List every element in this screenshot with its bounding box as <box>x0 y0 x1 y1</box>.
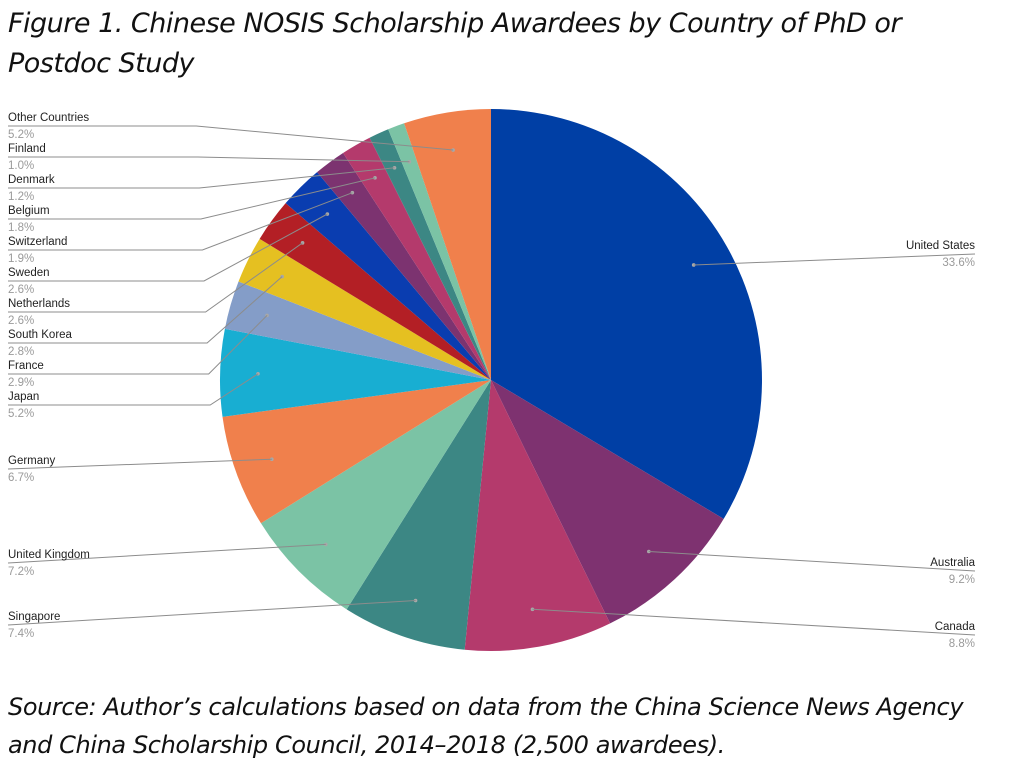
value-germany: 6.7% <box>8 472 34 484</box>
value-south-korea: 2.8% <box>8 346 34 358</box>
leader-lines <box>7 125 976 636</box>
slice-switzerland <box>317 152 491 380</box>
label-united-states: United States <box>906 240 975 252</box>
label-other-countries: Other Countries <box>8 112 89 124</box>
label-finland: Finland <box>8 143 46 155</box>
pie-slices <box>219 109 762 652</box>
value-japan: 5.2% <box>8 408 34 420</box>
leader-line-other-countries <box>8 125 454 151</box>
slice-germany <box>222 380 491 524</box>
leader-line-south-korea <box>8 276 283 344</box>
leader-line-denmark <box>8 167 395 189</box>
value-canada: 8.8% <box>949 638 975 650</box>
leader-line-canada <box>532 608 976 636</box>
leader-dot-other-countries <box>451 148 455 152</box>
label-canada: Canada <box>935 621 976 633</box>
chart-source-note: Source: Author’s calculations based on d… <box>8 693 964 759</box>
slice-singapore <box>346 380 491 650</box>
slice-other-countries <box>404 109 491 380</box>
leader-line-germany <box>7 458 272 470</box>
leader-line-australia <box>648 551 976 572</box>
slice-finland <box>388 123 491 380</box>
leader-line-singapore <box>7 600 416 626</box>
label-australia: Australia <box>930 557 975 569</box>
slice-denmark <box>369 129 491 380</box>
leader-line-sweden <box>8 213 328 282</box>
slice-labels: United States 33.6% Australia 9.2% Canada 8.8… <box>8 112 976 650</box>
slice-united-kingdom <box>260 380 491 610</box>
value-switzerland: 1.9% <box>8 253 34 265</box>
leader-dot-canada <box>530 607 535 612</box>
label-france: France <box>8 360 44 372</box>
value-belgium: 1.8% <box>8 222 34 234</box>
leader-line-finland <box>8 156 410 163</box>
label-japan: Japan <box>8 391 39 403</box>
value-sweden: 2.6% <box>8 284 34 296</box>
label-sweden: Sweden <box>8 267 50 279</box>
label-switzerland: Switzerland <box>8 236 67 248</box>
leader-line-switzerland <box>8 192 353 251</box>
value-finland: 1.0% <box>8 160 34 172</box>
value-netherlands: 2.6% <box>8 315 34 327</box>
leader-dot-belgium <box>373 176 377 180</box>
value-australia: 9.2% <box>949 574 975 586</box>
slice-united-states <box>491 109 762 519</box>
label-germany: Germany <box>8 455 56 467</box>
slice-belgium <box>343 137 491 380</box>
slice-australia <box>491 380 724 624</box>
leader-line-belgium <box>8 177 376 220</box>
label-singapore: Singapore <box>8 611 60 623</box>
slice-netherlands <box>259 203 491 380</box>
label-belgium: Belgium <box>8 205 50 217</box>
slice-sweden <box>285 172 491 380</box>
leader-line-japan <box>8 373 259 406</box>
label-united-kingdom: United Kingdom <box>8 549 90 561</box>
leader-dot-denmark <box>392 166 397 170</box>
slice-canada <box>464 380 611 652</box>
leader-line-united-states <box>693 253 976 266</box>
leader-line-united-kingdom <box>7 543 326 564</box>
value-united-states: 33.6% <box>942 257 975 269</box>
slice-france <box>224 281 491 380</box>
leader-line-france <box>8 315 268 375</box>
value-singapore: 7.4% <box>8 628 34 640</box>
slice-japan <box>219 328 492 417</box>
leader-line-netherlands <box>8 242 303 313</box>
leader-dot-germany <box>270 457 274 462</box>
value-other-countries: 5.2% <box>8 129 34 141</box>
leader-dot-united-states <box>691 263 696 267</box>
leader-dot-united-kingdom <box>324 542 328 547</box>
chart-title: Figure 1. Chinese NOSIS Scholarship Awar… <box>8 8 902 79</box>
label-denmark: Denmark <box>8 174 55 186</box>
label-south-korea: South Korea <box>8 329 73 341</box>
label-netherlands: Netherlands <box>8 298 70 310</box>
value-france: 2.9% <box>8 377 34 389</box>
slice-south-korea <box>238 238 491 380</box>
value-denmark: 1.2% <box>8 191 34 203</box>
value-united-kingdom: 7.2% <box>8 566 34 578</box>
